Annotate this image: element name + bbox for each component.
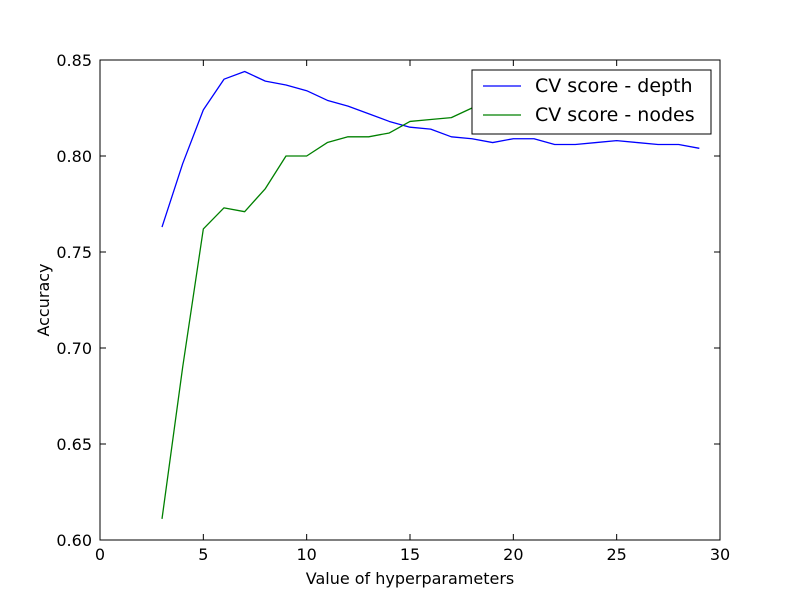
legend: CV score - depth CV score - nodes (471, 69, 712, 135)
y-tick-label: 0.85 (56, 51, 92, 70)
y-tick-label: 0.70 (56, 339, 92, 358)
x-tick-label: 25 (606, 545, 626, 564)
legend-label-depth: CV score - depth (535, 75, 693, 97)
legend-box (471, 69, 712, 135)
y-tick-label: 0.60 (56, 531, 92, 550)
y-tick-label: 0.65 (56, 435, 92, 454)
ticks-layer: 0 5 10 15 20 25 30 0.60 0.65 0.70 0.75 0.80 0.85 (56, 51, 730, 564)
x-tick-label: 20 (503, 545, 523, 564)
y-axis-label: Accuracy (34, 263, 53, 336)
series-layer (161, 70, 700, 519)
x-tick-label: 10 (296, 545, 316, 564)
x-tick-label: 0 (95, 545, 105, 564)
y-tick-label: 0.75 (56, 243, 92, 262)
x-axis-label: Value of hyperparameters (306, 569, 515, 588)
x-tick-label: 30 (710, 545, 730, 564)
x-tick-label: 15 (400, 545, 420, 564)
x-tick-label: 5 (198, 545, 208, 564)
series-line-depth (161, 70, 700, 228)
series-line-nodes (161, 99, 493, 519)
legend-label-nodes: CV score - nodes (535, 104, 695, 126)
y-tick-label: 0.80 (56, 147, 92, 166)
